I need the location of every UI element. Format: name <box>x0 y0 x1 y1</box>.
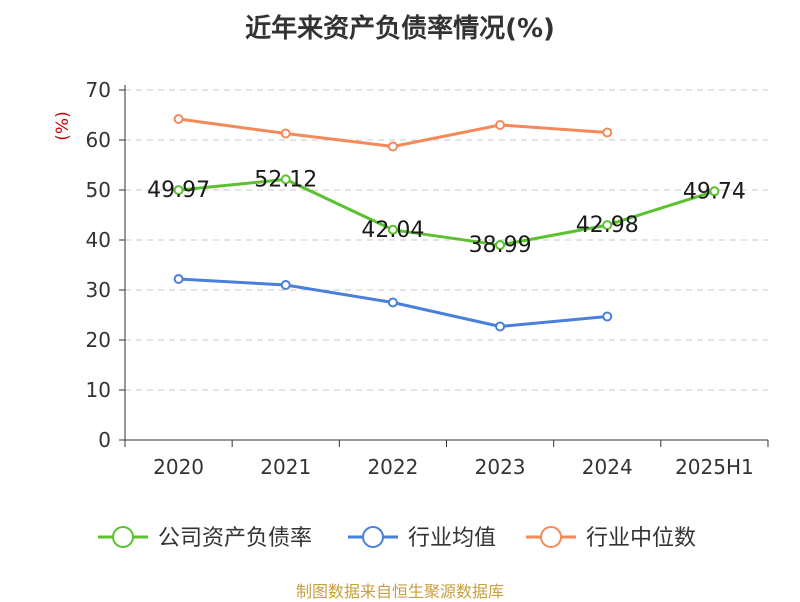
data-point <box>602 220 613 231</box>
data-point <box>495 120 506 130</box>
data-label: 42.04 <box>361 218 424 243</box>
source-note: 制图数据来自恒生聚源数据库 <box>295 582 504 601</box>
y-axis-label: (%) <box>53 111 73 140</box>
legend-swatch-marker <box>540 526 562 548</box>
y-tick-label: 0 <box>98 428 111 452</box>
legend-swatch-marker <box>112 526 134 548</box>
y-tick-label: 20 <box>86 328 111 352</box>
x-tick-label: 2020 <box>153 455 204 479</box>
data-label: 42.98 <box>576 213 639 238</box>
y-tick-label: 50 <box>86 178 111 202</box>
data-point <box>280 128 291 139</box>
data-label: 52.12 <box>254 167 317 192</box>
legend-label: 公司资产负债率 <box>158 526 312 551</box>
x-tick-label: 2025H1 <box>675 455 754 479</box>
axes: 0 10 20 30 40 50 60 70 2020 2021 2022 2023 2024 2025H… <box>53 78 769 479</box>
y-tick-label: 30 <box>86 278 111 302</box>
data-point <box>709 186 720 197</box>
data-point <box>387 224 398 235</box>
y-tick-label: 60 <box>86 128 111 152</box>
y-tick-label: 40 <box>86 228 111 252</box>
data-point <box>173 114 184 124</box>
legend-label: 行业均值 <box>408 526 496 551</box>
data-label: 49.74 <box>683 179 746 204</box>
data-point <box>280 174 291 185</box>
data-point <box>387 297 398 308</box>
data-point <box>173 274 184 284</box>
series-line <box>178 177 715 247</box>
data-labels: 49.97 52.12 42.04 38.99 42.98 49.74 <box>147 167 746 258</box>
x-tick-label: 2024 <box>582 455 633 479</box>
legend-label: 行业中位数 <box>586 526 696 551</box>
x-tick-label: 2023 <box>475 455 526 479</box>
legend: 公司资产负债率 行业均值 行业中位数 <box>98 526 696 551</box>
y-tick-label: 70 <box>86 78 111 102</box>
y-tick-label: 10 <box>86 378 111 402</box>
x-tick-label: 2021 <box>260 455 311 479</box>
data-point <box>602 127 613 138</box>
data-label: 38.99 <box>469 233 532 258</box>
data-point <box>280 280 291 290</box>
data-point <box>602 311 613 322</box>
data-label: 49.97 <box>147 178 210 203</box>
series-lines <box>173 114 720 332</box>
data-point <box>495 321 506 332</box>
data-point <box>387 141 398 152</box>
data-point <box>495 240 506 251</box>
legend-swatch-marker <box>362 526 384 548</box>
data-point <box>173 185 184 196</box>
grid-lines <box>125 89 768 391</box>
x-tick-label: 2022 <box>367 455 418 479</box>
chart-title: 近年来资产负债率情况(%) <box>245 14 555 44</box>
